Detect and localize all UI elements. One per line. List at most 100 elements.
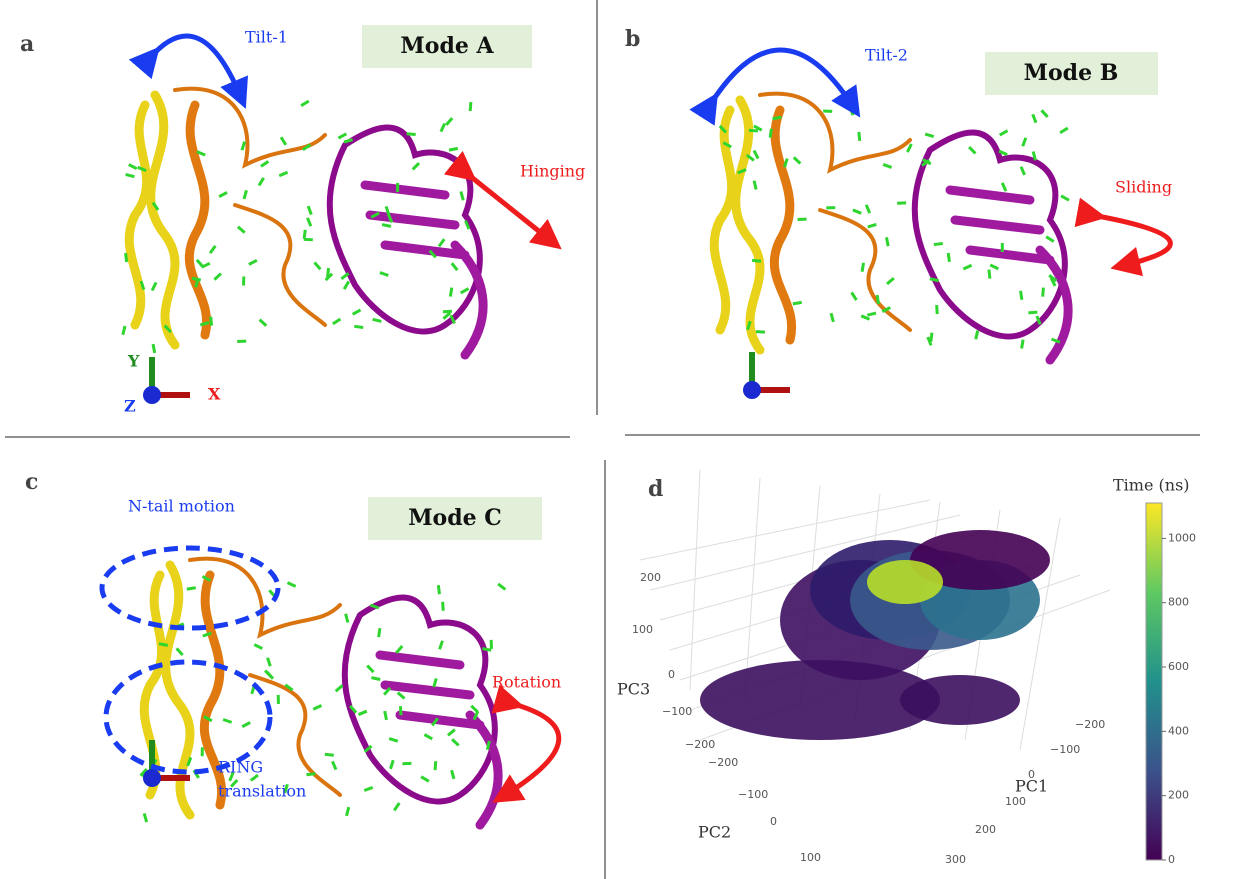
motion-vector bbox=[301, 101, 309, 106]
illustrations bbox=[123, 89, 1162, 860]
motion-vector bbox=[144, 813, 146, 822]
motion-vector bbox=[487, 741, 489, 750]
motion-vector bbox=[859, 132, 860, 141]
axis-letter: Z bbox=[124, 397, 136, 416]
motion-vector bbox=[313, 705, 321, 709]
motion-vector bbox=[346, 614, 348, 623]
motion-vector bbox=[1042, 110, 1048, 117]
motion-vector bbox=[976, 330, 978, 339]
motion-vector bbox=[754, 151, 758, 159]
annotation: Sliding bbox=[1115, 178, 1172, 197]
motion-vector bbox=[990, 265, 998, 269]
motion-vector bbox=[794, 157, 801, 163]
motion-vector bbox=[153, 344, 155, 353]
motion-vector bbox=[446, 118, 452, 125]
motion-vector bbox=[373, 319, 382, 321]
pc1-tick: 100 bbox=[1005, 795, 1026, 808]
motion-vector bbox=[969, 147, 975, 153]
motion-vector bbox=[443, 602, 444, 611]
motion-vector bbox=[306, 774, 315, 775]
ribbon bbox=[774, 110, 791, 340]
motion-vector bbox=[382, 225, 391, 227]
colorbar bbox=[1146, 503, 1162, 860]
pc3-tick: 200 bbox=[640, 571, 661, 584]
motion-vector bbox=[850, 107, 853, 115]
motion-vector bbox=[223, 720, 232, 723]
motion-vector bbox=[307, 218, 310, 226]
motion-vector bbox=[389, 739, 398, 742]
colorbar-tick-label: 800 bbox=[1168, 596, 1189, 609]
motion-vector bbox=[214, 274, 221, 280]
motion-vector bbox=[304, 230, 305, 239]
axis-letter: Y bbox=[127, 352, 140, 371]
annotation: Rotation bbox=[492, 673, 561, 692]
motion-vector bbox=[391, 760, 394, 769]
motion-vector bbox=[123, 326, 125, 335]
motion-vector bbox=[1021, 167, 1025, 175]
pc3-tick: −200 bbox=[685, 738, 715, 751]
mode-title: Mode A bbox=[400, 33, 494, 59]
motion-vector bbox=[354, 326, 363, 327]
motion-vector bbox=[440, 641, 443, 650]
axis-title: PC3 bbox=[617, 680, 650, 699]
pc1-tick: −100 bbox=[1050, 743, 1080, 756]
motion-vector bbox=[439, 239, 444, 246]
motion-vector bbox=[868, 224, 877, 226]
motion-vector bbox=[261, 161, 268, 166]
motion-vector bbox=[441, 123, 445, 131]
motion-vector bbox=[887, 278, 894, 284]
annotation: RING bbox=[218, 758, 263, 777]
motion-vector bbox=[470, 102, 471, 111]
motion-vector bbox=[438, 585, 439, 594]
motion-vector bbox=[159, 644, 168, 646]
motion-vector bbox=[852, 292, 857, 300]
colorbar-title: Time (ns) bbox=[1113, 476, 1190, 495]
annotation: Tilt-1 bbox=[245, 28, 288, 47]
motion-vector bbox=[1028, 312, 1037, 313]
motion-vector bbox=[482, 649, 491, 651]
colorbar-tick-label: 600 bbox=[1168, 660, 1189, 673]
motion-vector bbox=[877, 295, 878, 304]
ribbon bbox=[714, 100, 760, 350]
motion-vector bbox=[211, 317, 212, 326]
motion-vector bbox=[328, 268, 329, 277]
motion-vector bbox=[314, 263, 320, 270]
pc2-tick: −200 bbox=[708, 756, 738, 769]
motion-vector bbox=[1061, 196, 1069, 200]
motion-vector bbox=[1002, 183, 1006, 191]
pc1-tick: −200 bbox=[1075, 718, 1105, 731]
motion-vector bbox=[400, 706, 401, 715]
motion-vector bbox=[249, 260, 257, 264]
motion-vector bbox=[793, 302, 802, 303]
motion-vector bbox=[177, 648, 183, 655]
motion-vector bbox=[937, 305, 938, 314]
ribbon bbox=[345, 598, 495, 802]
annotation: translation bbox=[218, 782, 306, 801]
motion-vector bbox=[333, 319, 341, 324]
motion-vector bbox=[332, 761, 336, 769]
motion-vector bbox=[347, 807, 349, 816]
motion-vector bbox=[152, 282, 156, 290]
motion-vector bbox=[325, 754, 334, 755]
panel-label: c bbox=[25, 469, 38, 495]
motion-vector bbox=[452, 263, 458, 270]
motion-vector bbox=[129, 165, 137, 169]
figure: aMode AbMode BcMode CTilt-1HingingTilt-2… bbox=[0, 0, 1238, 879]
motion-vector bbox=[421, 777, 429, 782]
motion-vector bbox=[471, 706, 477, 712]
motion-vector bbox=[396, 646, 402, 653]
motion-vector bbox=[752, 260, 761, 261]
motion-vector bbox=[934, 243, 943, 244]
motion-vector bbox=[867, 313, 876, 315]
motion-vector bbox=[336, 685, 343, 691]
ribbon bbox=[189, 105, 206, 335]
motion-vector bbox=[407, 134, 416, 135]
motion-vector bbox=[452, 770, 454, 779]
motion-vector bbox=[754, 181, 756, 190]
motion-vector bbox=[254, 645, 262, 649]
motion-vector bbox=[989, 270, 990, 279]
motion-vector bbox=[498, 584, 505, 589]
motion-vector bbox=[450, 288, 451, 297]
pc2-tick: −100 bbox=[738, 788, 768, 801]
motion-vector bbox=[380, 273, 388, 276]
